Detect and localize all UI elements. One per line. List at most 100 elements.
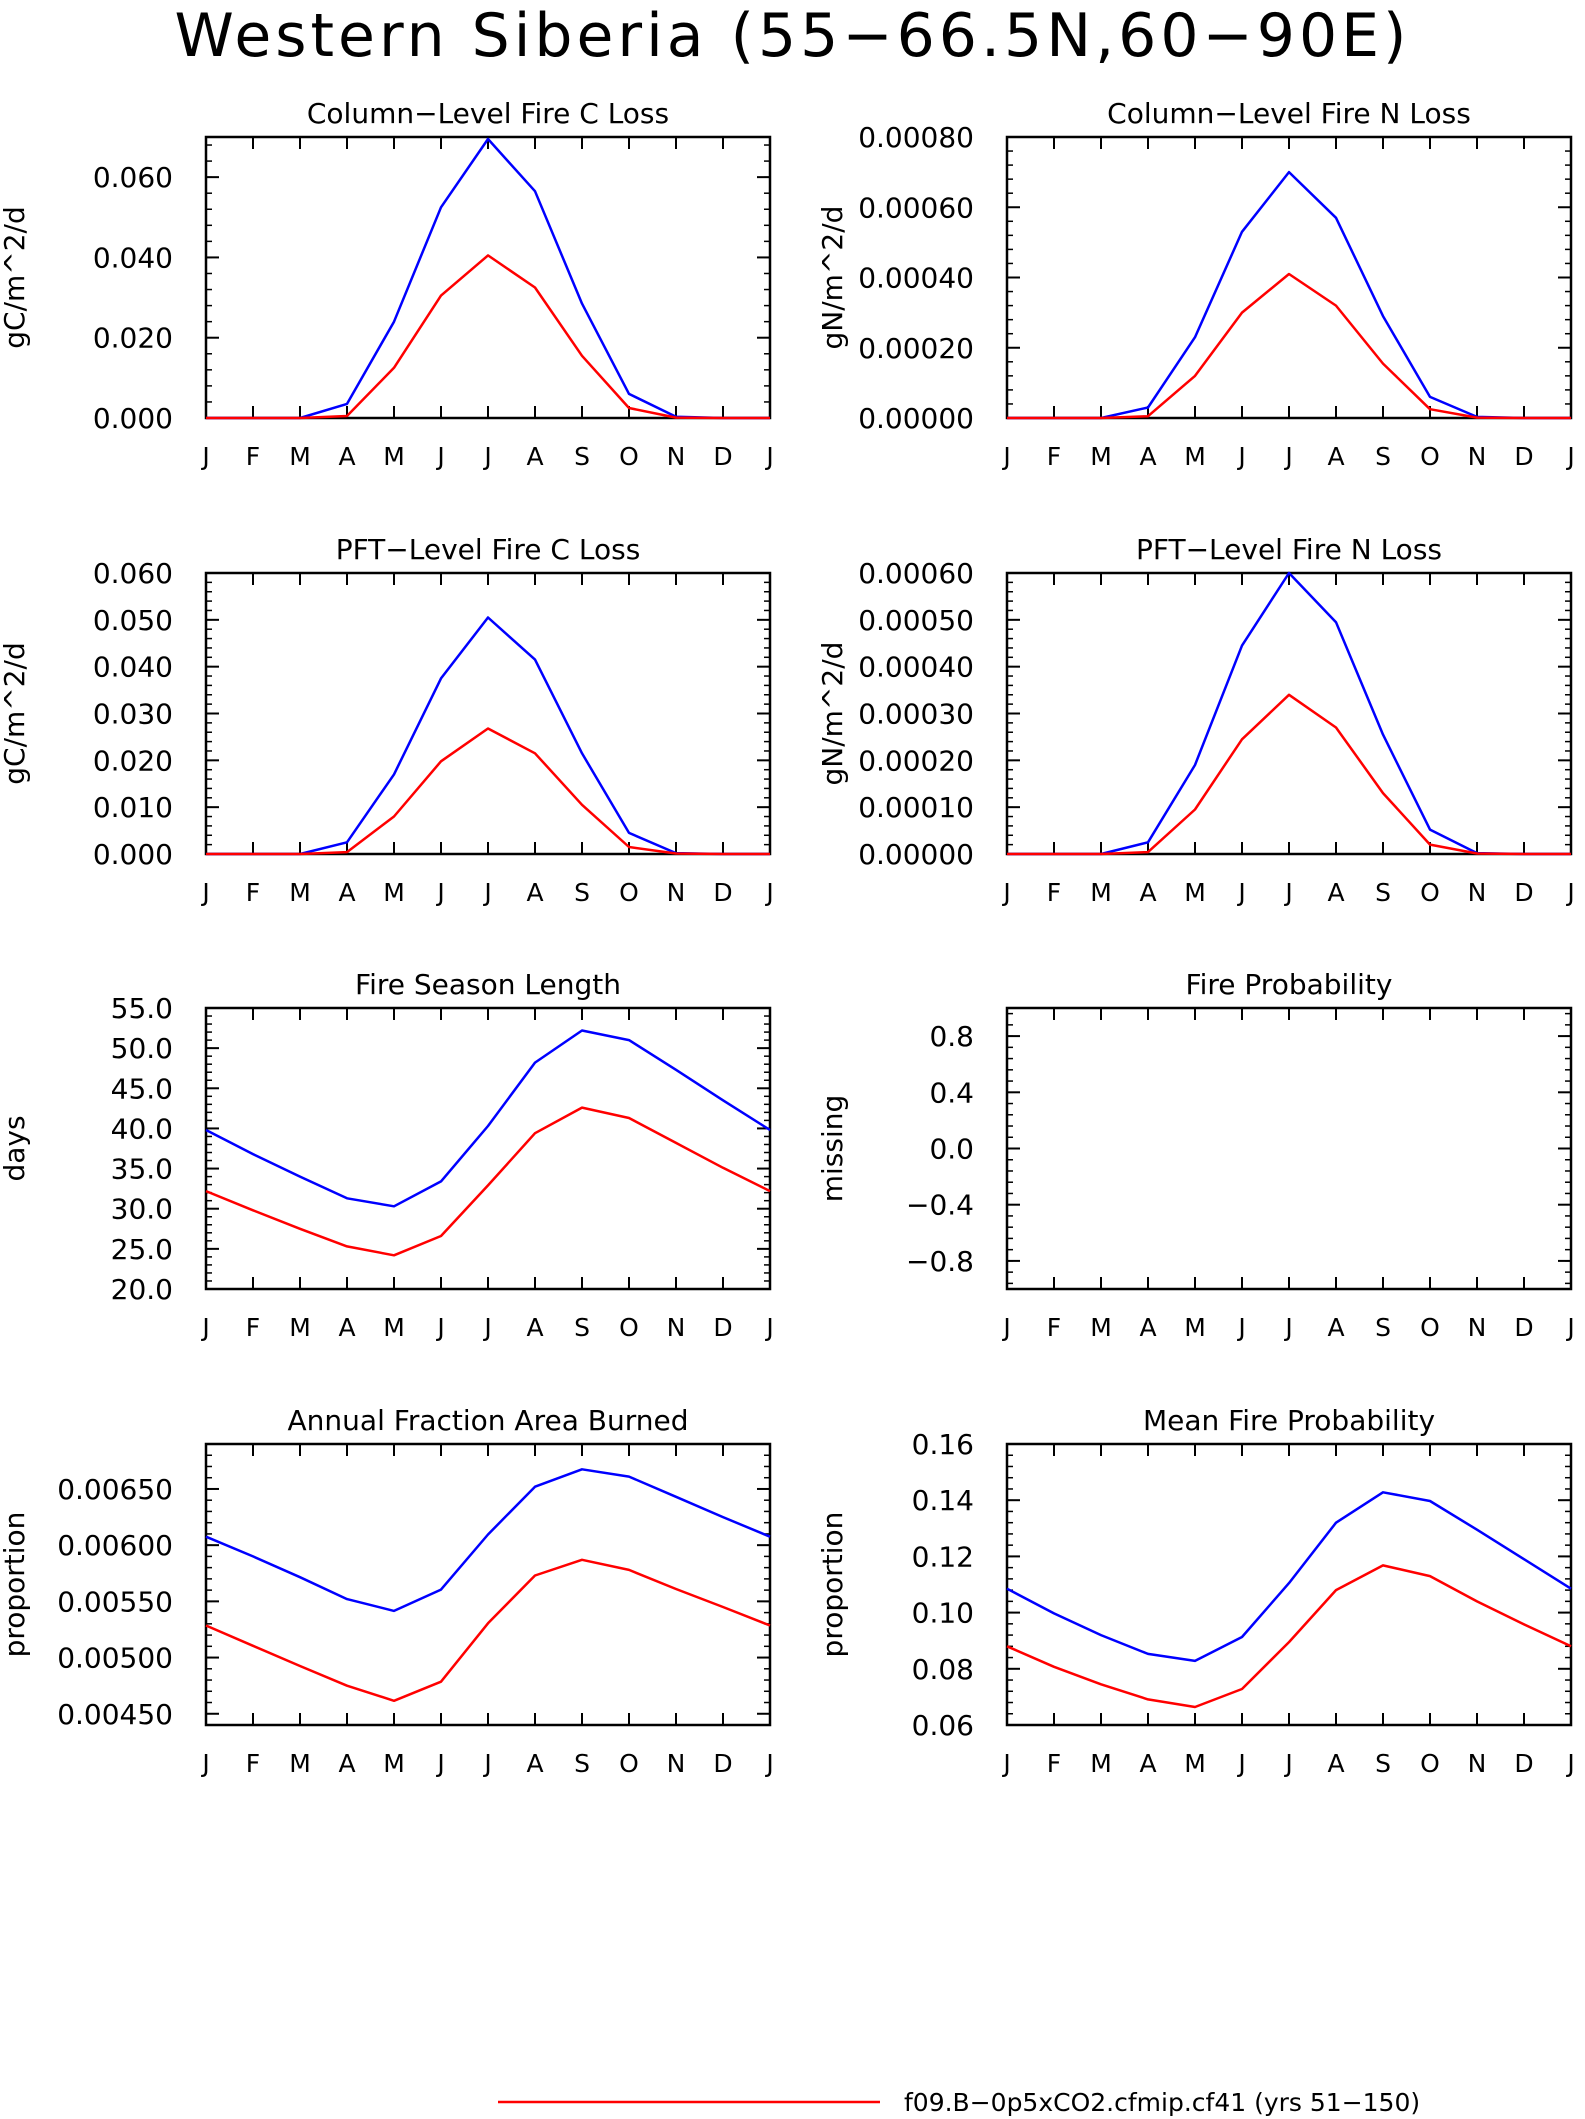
plot-frame bbox=[1005, 1006, 1573, 1291]
y-axis-label: proportion bbox=[0, 1512, 31, 1658]
x-tick-label: D bbox=[713, 442, 732, 471]
chart-panel-1: J F M A M J J A S O N D J0.0000.0200.0400.060Column−… bbox=[0, 97, 774, 471]
series-line-blue bbox=[205, 1468, 771, 1613]
plot-frame bbox=[204, 571, 772, 856]
x-tick-label: A bbox=[1139, 1313, 1156, 1342]
x-tick-label: F bbox=[246, 1313, 260, 1342]
plot-frame bbox=[1005, 571, 1573, 856]
y-tick-label: 0.08 bbox=[912, 1653, 974, 1686]
x-tick-label: D bbox=[713, 1749, 732, 1778]
x-tick-label: J bbox=[764, 442, 773, 471]
x-tick-label: J bbox=[1283, 1313, 1292, 1342]
x-tick-label: J bbox=[200, 442, 209, 471]
x-tick-label: F bbox=[1047, 442, 1061, 471]
x-tick-label: J bbox=[1565, 1313, 1574, 1342]
x-tick-label: A bbox=[338, 1749, 355, 1778]
y-tick-label: 0.020 bbox=[93, 322, 173, 355]
x-tick-label: J bbox=[764, 1313, 773, 1342]
x-tick-label: J bbox=[1283, 878, 1292, 907]
y-tick-label: 0.010 bbox=[93, 791, 173, 824]
x-tick-label: M bbox=[1090, 1749, 1112, 1778]
y-axis-label: gC/m^2/d bbox=[0, 642, 31, 785]
x-tick-label: J bbox=[482, 1749, 491, 1778]
y-tick-label: 25.0 bbox=[111, 1233, 173, 1266]
x-tick-label: N bbox=[667, 442, 686, 471]
x-tick-label: A bbox=[1327, 1749, 1344, 1778]
x-tick-label: S bbox=[574, 1313, 590, 1342]
x-tick-label: M bbox=[1184, 1313, 1206, 1342]
chart-title: PFT−Level Fire N Loss bbox=[1136, 533, 1442, 566]
x-tick-label: F bbox=[246, 442, 260, 471]
x-tick-label: O bbox=[1420, 1313, 1440, 1342]
x-tick-label: O bbox=[1420, 442, 1440, 471]
y-axis-label: days bbox=[0, 1115, 31, 1181]
x-tick-label: F bbox=[1047, 1749, 1061, 1778]
series-line-blue bbox=[206, 137, 770, 420]
y-axis-label: gC/m^2/d bbox=[0, 206, 31, 349]
x-tick-label: A bbox=[526, 1313, 543, 1342]
y-tick-label: 0.4 bbox=[929, 1076, 974, 1109]
series-line-blue bbox=[205, 1029, 771, 1208]
y-tick-label: −0.4 bbox=[906, 1189, 974, 1222]
y-tick-label: 0.00650 bbox=[57, 1473, 173, 1506]
y-tick-label: 0.00010 bbox=[858, 791, 974, 824]
x-tick-label: N bbox=[1468, 1749, 1487, 1778]
x-tick-label: S bbox=[1375, 442, 1391, 471]
x-tick-label: J bbox=[435, 442, 444, 471]
x-tick-label: F bbox=[246, 878, 260, 907]
x-tick-label: D bbox=[1514, 878, 1533, 907]
y-tick-label: 0.00000 bbox=[858, 838, 974, 871]
y-tick-label: 30.0 bbox=[111, 1193, 173, 1226]
y-axis-label: gN/m^2/d bbox=[816, 206, 849, 350]
x-tick-label: J bbox=[200, 878, 209, 907]
x-tick-label: N bbox=[1468, 1313, 1487, 1342]
x-tick-label: S bbox=[574, 442, 590, 471]
chart-panel-4: J F M A M J J A S O N D J0.000000.000100.000200.0003… bbox=[816, 533, 1575, 907]
x-tick-label: N bbox=[667, 1313, 686, 1342]
x-tick-label: A bbox=[526, 878, 543, 907]
x-tick-label: J bbox=[482, 442, 491, 471]
chart-panel-5: J F M A M J J A S O N D J20.025.030.035.040.045.050.… bbox=[0, 968, 774, 1342]
y-tick-label: 0.00020 bbox=[858, 744, 974, 777]
y-tick-label: 0.00500 bbox=[57, 1642, 173, 1675]
series-line-blue bbox=[1007, 170, 1571, 420]
series-line-red bbox=[205, 1106, 771, 1257]
y-tick-label: 40.0 bbox=[111, 1112, 173, 1145]
x-tick-label: A bbox=[1139, 878, 1156, 907]
y-tick-label: 0.00020 bbox=[858, 332, 974, 365]
chart-title: PFT−Level Fire C Loss bbox=[336, 533, 641, 566]
plot-frame bbox=[204, 135, 772, 420]
x-tick-label: M bbox=[383, 1749, 405, 1778]
x-tick-label: M bbox=[1184, 442, 1206, 471]
x-tick-label: J bbox=[1236, 1749, 1245, 1778]
y-tick-label: 0.12 bbox=[912, 1540, 974, 1573]
y-tick-label: 0.00050 bbox=[858, 604, 974, 637]
y-tick-label: 0.040 bbox=[93, 241, 173, 274]
x-tick-label: A bbox=[526, 442, 543, 471]
x-tick-label: J bbox=[1565, 878, 1574, 907]
series-line-blue bbox=[206, 616, 770, 856]
series-line-red bbox=[206, 254, 770, 420]
x-tick-label: O bbox=[1420, 878, 1440, 907]
chart-title: Fire Season Length bbox=[355, 968, 621, 1001]
y-axis-label: proportion bbox=[816, 1512, 849, 1658]
x-tick-label: A bbox=[1139, 1749, 1156, 1778]
x-tick-label: J bbox=[1236, 442, 1245, 471]
series-line-blue bbox=[1006, 1491, 1572, 1663]
x-tick-label: N bbox=[667, 1749, 686, 1778]
y-tick-label: 0.000 bbox=[93, 402, 173, 435]
x-tick-label: J bbox=[1001, 1313, 1010, 1342]
x-tick-label: J bbox=[200, 1313, 209, 1342]
y-axis-label: missing bbox=[816, 1095, 849, 1203]
page-title: Western Siberia (55−66.5N,60−90E) bbox=[174, 1, 1411, 71]
y-tick-label: 45.0 bbox=[111, 1072, 173, 1105]
y-tick-label: 0.0 bbox=[929, 1133, 974, 1166]
x-tick-label: M bbox=[289, 878, 311, 907]
y-tick-label: 50.0 bbox=[111, 1032, 173, 1065]
x-tick-label: N bbox=[667, 878, 686, 907]
y-axis-label: gN/m^2/d bbox=[816, 642, 849, 786]
plot-frame bbox=[204, 1442, 772, 1727]
x-tick-label: D bbox=[1514, 1749, 1533, 1778]
series-line-red bbox=[1007, 693, 1571, 856]
